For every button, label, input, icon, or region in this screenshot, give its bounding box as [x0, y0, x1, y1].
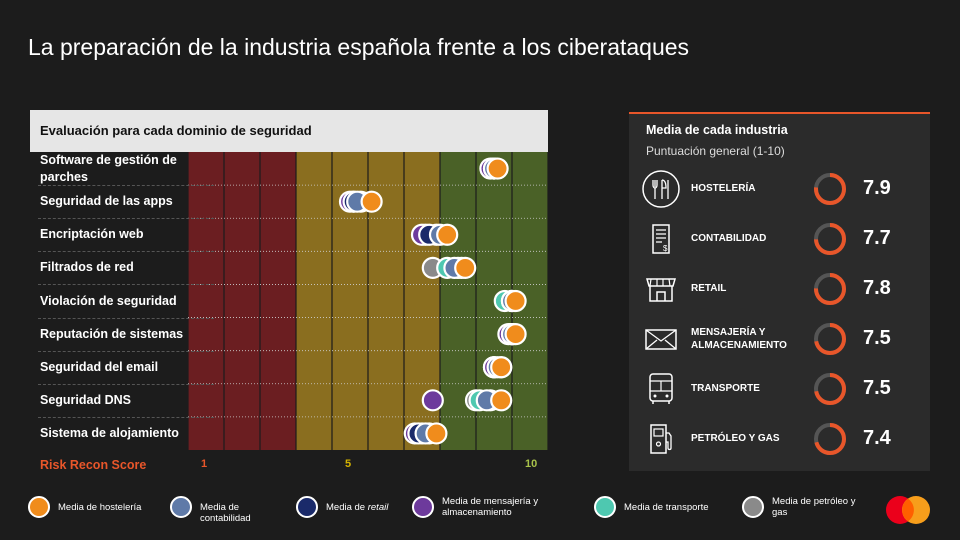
score-ring [814, 273, 846, 305]
panel-accent-line [629, 112, 930, 114]
x-tick-label: 1 [201, 458, 208, 470]
score-ring-fill [814, 223, 846, 255]
legend-label: Media de retail [326, 502, 418, 513]
x-axis-label: Risk Recon Score [40, 458, 147, 472]
category-label: Seguridad de las apps [40, 194, 173, 209]
category-label: Sistema de alojamiento [40, 425, 179, 440]
legend-swatch [412, 496, 434, 518]
security-domains-chart: Evaluación para cada dominio de segurida… [30, 110, 550, 480]
category-label: Seguridad del email [40, 359, 159, 374]
score-ring [814, 323, 846, 355]
legend-swatch [170, 496, 192, 518]
category-label: Reputación de sistemas [40, 326, 184, 341]
data-point [504, 289, 527, 313]
score-ring [814, 223, 846, 255]
panel-subtitle: Puntuación general (1-10) [646, 144, 785, 158]
legend-label: Media de transporte [624, 502, 709, 513]
score-ring [814, 173, 846, 205]
row-separator [38, 317, 214, 319]
industry-score: 7.5 [863, 327, 891, 349]
x-tick-label: 5 [345, 458, 352, 470]
industry-name: PETRÓLEO Y GAS [691, 433, 780, 444]
industry-row: $ CONTABILIDAD 7.7 [629, 214, 930, 264]
industry-name: RETAIL [691, 283, 727, 294]
industry-name: HOSTELERÍA [691, 183, 756, 194]
envelope-icon [645, 329, 677, 350]
legend-item: Media de hostelería [28, 492, 170, 524]
data-point [421, 389, 444, 412]
row-separator [38, 284, 214, 286]
industry-score: 7.9 [863, 177, 891, 199]
industry-row: MENSAJERÍA Y ALMACENAMIENTO 7.5 [629, 314, 930, 364]
industry-row: PETRÓLEO Y GAS 7.4 [629, 414, 930, 464]
industry-row: HOSTELERÍA 7.9 [629, 164, 930, 214]
data-point [360, 190, 383, 213]
score-ring-fill [814, 423, 846, 455]
data-point [486, 157, 509, 180]
data-point [504, 323, 527, 346]
cutlery-icon [642, 170, 680, 208]
chart-legend: Media de hostelería Media de contabilidad… [28, 492, 948, 528]
data-point [425, 422, 448, 445]
row-separator [38, 383, 214, 385]
row-separator [38, 350, 214, 352]
legend-item: Media de retail [296, 492, 412, 524]
row-separator [38, 218, 214, 220]
row-separator [38, 185, 214, 187]
row-separator [38, 416, 214, 418]
data-point [454, 256, 477, 279]
industry-row: RETAIL 7.8 [629, 264, 930, 314]
category-label: Violación de seguridad [40, 293, 177, 308]
industry-name: MENSAJERÍA Y ALMACENAMIENTO [691, 327, 787, 351]
industry-score: 7.8 [863, 277, 891, 299]
legend-item: Media de mensajería y almacenamiento [412, 492, 594, 524]
bus-icon [649, 373, 673, 404]
score-ring-fill [814, 173, 846, 205]
legend-swatch [742, 496, 764, 518]
data-point [490, 356, 513, 379]
legend-label-prefix: Media de [326, 502, 368, 513]
fuel-pump-icon [650, 424, 672, 454]
mastercard-logo [886, 496, 930, 524]
industry-name: TRANSPORTE [691, 383, 760, 394]
data-point [436, 223, 459, 246]
category-label: Encriptación web [40, 227, 144, 242]
legend-swatch [296, 496, 318, 518]
category-label: Software de gestión de parches [40, 152, 177, 184]
score-ring-fill [814, 373, 846, 405]
invoice-icon: $ [652, 224, 670, 254]
score-ring-fill [814, 273, 846, 305]
legend-swatch [28, 496, 50, 518]
legend-label: Media de mensajería y almacenamiento [442, 496, 539, 518]
data-point [490, 389, 513, 412]
storefront-icon [646, 278, 676, 302]
score-ring [814, 423, 846, 455]
row-separator [38, 251, 214, 253]
industry-score: 7.5 [863, 377, 891, 399]
legend-label: Media de hostelería [58, 502, 142, 513]
legend-item: Media de petróleo y gas [742, 492, 882, 524]
industry-name: CONTABILIDAD [691, 233, 767, 244]
chart-title: Evaluación para cada dominio de segurida… [30, 110, 548, 152]
legend-label-emphasis: retail [367, 502, 389, 513]
chart-plot [187, 152, 549, 450]
x-tick-label: 10 [525, 458, 538, 470]
page-title: La preparación de la industria española … [28, 34, 690, 60]
score-ring [814, 373, 846, 405]
panel-title: Media de cada industria [646, 123, 788, 137]
category-label: Filtrados de red [40, 260, 134, 275]
industry-row: TRANSPORTE 7.5 [629, 364, 930, 414]
industry-score: 7.7 [863, 227, 891, 249]
legend-label: Media de petróleo y gas [772, 496, 856, 518]
legend-swatch [594, 496, 616, 518]
category-label: Seguridad DNS [40, 392, 131, 407]
industry-average-panel: Media de cada industria Puntuación gener… [629, 112, 930, 471]
legend-item: Media de transporte [594, 492, 742, 524]
legend-item: Media de contabilidad [170, 492, 296, 524]
industry-score: 7.4 [863, 427, 891, 449]
svg-text:$: $ [663, 244, 668, 253]
score-ring-fill [814, 323, 846, 355]
legend-label: Media de contabilidad [200, 502, 251, 524]
